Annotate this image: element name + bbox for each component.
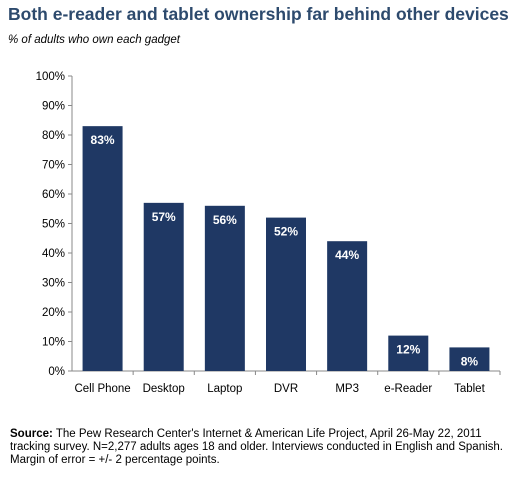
source-label: Source: [10,428,53,440]
data-label: 44% [335,248,359,262]
bar [143,202,184,371]
y-tick-label: 60% [42,189,65,201]
x-tick-label: Tablet [454,383,485,395]
y-tick-label: 50% [42,219,65,231]
bar [327,241,368,371]
source-note: Source: The Pew Research Center's Intern… [10,428,520,467]
y-tick-label: 20% [42,307,65,319]
y-tick-label: 90% [42,101,65,113]
bar [204,205,245,371]
data-label: 12% [396,343,420,357]
x-tick-label: DVR [274,383,298,395]
bar-chart: 0% 10% 20% 30% 40% 50% 60% 70% 80% 90% 100% Cell P… [36,71,501,395]
x-tick-label: MP3 [335,383,359,395]
y-tick-label: 40% [42,248,65,260]
y-tick-label: 30% [42,278,65,290]
y-tick-label: 10% [42,337,65,349]
x-tick-label: e-Reader [384,383,432,395]
x-tick-label: Cell Phone [74,383,130,395]
y-tick-label: 100% [36,71,65,83]
data-label: 57% [152,210,176,224]
bar [449,347,490,371]
data-label: 56% [213,213,237,227]
x-tick-label: Laptop [207,383,242,395]
y-tick-label: 80% [42,130,65,142]
bar [266,217,306,371]
x-tick-label: Desktop [143,383,185,395]
y-tick-label: 0% [48,366,65,378]
data-label: 52% [274,225,298,239]
y-tick-label: 70% [42,160,65,172]
data-label: 8% [461,354,479,368]
chart-title: Both e-reader and tablet ownership far b… [8,4,509,24]
source-text: The Pew Research Center's Internet & Ame… [10,428,503,466]
data-label: 83% [91,133,115,147]
chart-subtitle: % of adults who own each gadget [8,34,180,46]
bar [388,335,429,371]
bar [82,126,123,372]
